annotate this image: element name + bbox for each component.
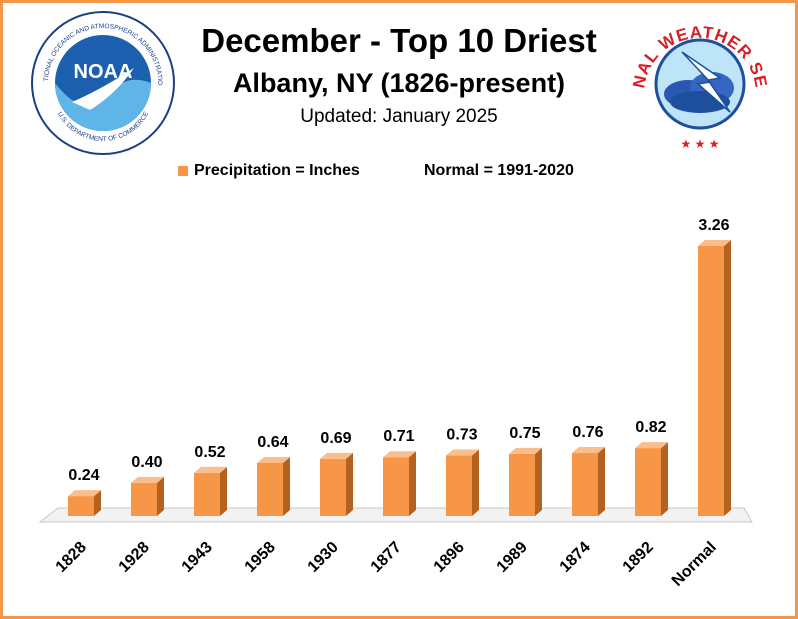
bar-front — [509, 453, 535, 516]
bar-1930 — [320, 452, 353, 516]
value-label-1896: 0.73 — [446, 427, 477, 444]
value-label-1989: 0.75 — [509, 425, 540, 442]
category-label-1928: 1928 — [116, 539, 153, 576]
svg-text:★ ★ ★: ★ ★ ★ — [681, 137, 720, 151]
bar-top — [131, 476, 164, 483]
bar-top — [509, 447, 542, 454]
bar-front — [194, 472, 220, 516]
bar-side — [283, 456, 290, 516]
bar-front — [383, 457, 409, 516]
bar-top — [635, 442, 668, 449]
bar-front — [320, 458, 346, 516]
legend-normal-period: Normal = 1991-2020 — [424, 162, 574, 179]
value-label-1943: 0.52 — [194, 444, 225, 461]
bar-top — [68, 490, 101, 497]
value-label-1958: 0.64 — [257, 434, 288, 451]
bar-side — [724, 240, 731, 516]
bar-top — [698, 240, 731, 246]
bar-side — [346, 452, 353, 516]
value-label-1877: 0.71 — [383, 428, 414, 445]
bar-side — [94, 490, 101, 516]
bar-1892 — [635, 442, 668, 516]
bar-side — [220, 466, 227, 516]
category-label-1877: 1877 — [368, 539, 405, 576]
category-label-1828: 1828 — [53, 539, 90, 576]
value-label-1930: 0.69 — [320, 430, 351, 447]
bar-front — [446, 455, 472, 516]
bar-side — [157, 476, 164, 516]
bar-side — [535, 447, 542, 516]
updated-date: Updated: January 2025 — [300, 106, 498, 127]
category-label-1930: 1930 — [305, 539, 342, 576]
bar-top — [383, 451, 416, 458]
bar-top — [446, 449, 479, 456]
bar-front — [698, 246, 724, 516]
value-label-Normal: 3.26 — [698, 217, 729, 234]
bar-top — [257, 456, 290, 463]
bar-side — [661, 442, 668, 516]
bar-Normal — [698, 240, 731, 516]
noaa-logo-text: NOAA — [74, 61, 133, 83]
bar-1874 — [572, 447, 605, 516]
bar-1896 — [446, 449, 479, 516]
value-label-1892: 0.82 — [635, 419, 666, 436]
bar-1989 — [509, 447, 542, 516]
category-label-1943: 1943 — [179, 539, 216, 576]
bar-front — [572, 453, 598, 516]
bar-side — [598, 447, 605, 516]
bar-top — [194, 466, 227, 473]
chart-subtitle: Albany, NY (1826-present) — [232, 68, 566, 98]
bar-front — [257, 462, 283, 516]
nws-logo: NATIONAL WEATHER SERVICE ★ ★ ★ — [624, 8, 774, 158]
chart-title: December - Top 10 Driest — [201, 22, 597, 59]
legend-swatch — [178, 166, 188, 176]
value-label-1828: 0.24 — [68, 467, 99, 484]
bar-front — [635, 448, 661, 516]
bar-1877 — [383, 451, 416, 516]
bar-top — [320, 452, 353, 459]
category-label-1989: 1989 — [494, 539, 531, 576]
bar-top — [572, 447, 605, 454]
category-label-Normal: Normal — [669, 539, 720, 590]
noaa-logo: NOAA NATIONAL OCEANIC AND ATMOSPHERIC AD… — [30, 10, 175, 155]
bar-front — [68, 496, 94, 516]
category-label-1958: 1958 — [242, 539, 279, 576]
legend-series-label: Precipitation = Inches — [194, 162, 360, 179]
bar-1928 — [131, 476, 164, 516]
bar-side — [472, 449, 479, 516]
legend: Precipitation = Inches — [178, 162, 360, 180]
bar-1943 — [194, 466, 227, 516]
value-label-1928: 0.40 — [131, 454, 162, 471]
category-label-1896: 1896 — [431, 539, 468, 576]
value-label-1874: 0.76 — [572, 424, 603, 441]
category-label-1874: 1874 — [557, 539, 594, 576]
bar-front — [131, 482, 157, 516]
bar-1828 — [68, 490, 101, 516]
bar-side — [409, 451, 416, 516]
bar-1958 — [257, 456, 290, 516]
category-label-1892: 1892 — [620, 539, 657, 576]
